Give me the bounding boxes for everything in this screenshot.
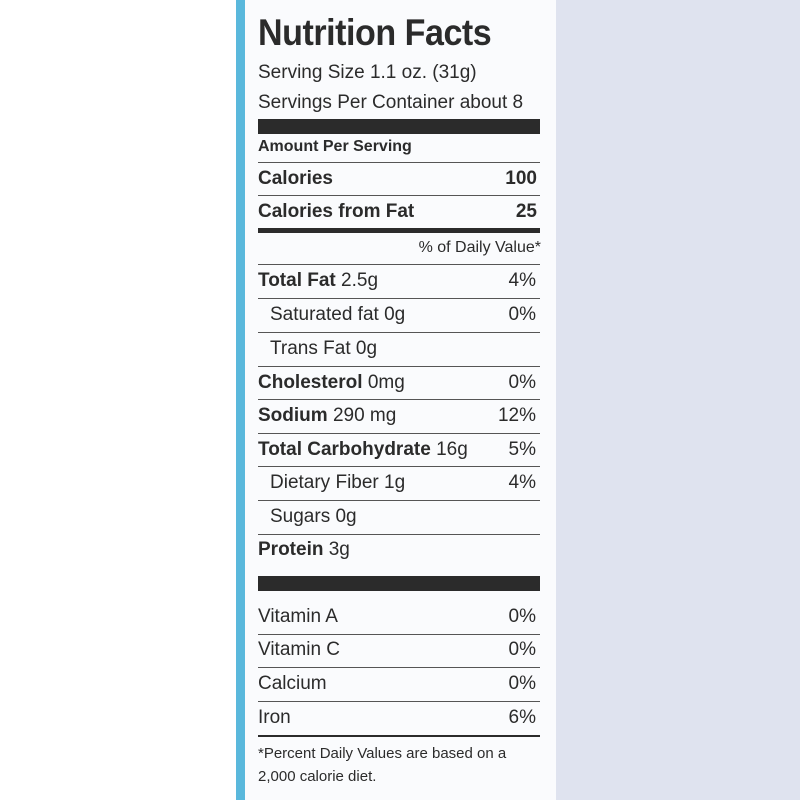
divider	[258, 332, 540, 333]
nutrient-name: Dietary Fiber	[270, 472, 379, 493]
nutrient-dv: 12%	[497, 405, 536, 426]
divider	[258, 433, 540, 434]
nutrient-amount: 3g	[328, 539, 350, 560]
vitamin-name: Vitamin C	[258, 639, 341, 660]
left-background	[0, 0, 236, 800]
nutrient-name: Sodium	[258, 405, 328, 426]
vitamin-row-calcium: Calcium 0%	[258, 669, 540, 699]
nutrient-dv: 0%	[508, 304, 536, 325]
nutrient-amount: 0g	[384, 304, 406, 325]
nutrient-amount: 0mg	[367, 372, 405, 393]
vitamin-dv: 0%	[508, 606, 536, 627]
vitamin-dv: 0%	[508, 639, 536, 660]
nutrient-row-total-fat: Total Fat 2.5g 4%	[258, 266, 540, 296]
nutrient-dv: 5%	[508, 439, 536, 460]
divider	[258, 366, 540, 367]
calories-fat-row: Calories from Fat 25	[258, 197, 540, 227]
nutrient-dv: 4%	[508, 472, 536, 493]
daily-value-header: % of Daily Value*	[418, 239, 541, 256]
thick-divider	[258, 119, 540, 134]
amount-per-serving: Amount Per Serving	[258, 138, 412, 155]
nutrient-name: Trans Fat	[270, 338, 351, 359]
nutrient-amount: 2.5g	[341, 270, 379, 291]
calories-value: 100	[505, 168, 537, 189]
vitamin-name: Calcium	[258, 673, 327, 694]
calories-fat-label: Calories from Fat	[258, 201, 415, 222]
calories-label: Calories	[258, 168, 333, 189]
label-title: Nutrition Facts	[258, 12, 492, 53]
serving-size: Serving Size 1.1 oz. (31g)	[258, 62, 477, 83]
nutrient-row-sugars: Sugars 0g	[258, 502, 540, 532]
vitamin-row-a: Vitamin A 0%	[258, 602, 540, 632]
nutrient-name: Sugars	[270, 506, 331, 527]
vitamin-row-iron: Iron 6%	[258, 703, 540, 733]
nutrient-amount: 0g	[335, 506, 357, 527]
divider	[258, 466, 540, 467]
divider	[258, 195, 540, 196]
nutrient-row-saturated-fat: Saturated fat 0g 0%	[258, 300, 540, 330]
nutrient-amount: 16g	[436, 439, 468, 460]
divider	[258, 667, 540, 668]
divider	[258, 162, 540, 163]
nutrient-amount: 290 mg	[332, 405, 397, 426]
thick-divider	[258, 576, 540, 591]
nutrient-dv: 0%	[508, 372, 536, 393]
divider	[258, 634, 540, 635]
footnote: *Percent Daily Values are based on a 2,0…	[258, 745, 507, 785]
nutrient-row-dietary-fiber: Dietary Fiber 1g 4%	[258, 468, 540, 498]
nutrient-row-trans-fat: Trans Fat 0g	[258, 334, 540, 364]
servings-per-container: Servings Per Container about 8	[258, 92, 524, 113]
nutrient-amount: 1g	[384, 472, 406, 493]
nutrient-row-cholesterol: Cholesterol 0mg 0%	[258, 368, 540, 398]
divider	[258, 735, 540, 737]
nutrient-row-total-carbohydrate: Total Carbohydrate 16g 5%	[258, 435, 540, 465]
divider	[258, 399, 540, 400]
divider	[258, 264, 540, 265]
nutrient-dv: 4%	[508, 270, 536, 291]
nutrient-name: Saturated fat	[270, 304, 379, 325]
divider	[258, 500, 540, 501]
vitamin-dv: 0%	[508, 673, 536, 694]
nutrient-name: Cholesterol	[258, 372, 363, 393]
calories-fat-value: 25	[515, 201, 537, 222]
nutrient-row-sodium: Sodium 290 mg 12%	[258, 401, 540, 431]
divider	[258, 701, 540, 702]
calories-row: Calories 100	[258, 164, 540, 194]
nutrient-name: Protein	[258, 539, 324, 560]
nutrient-name: Total Carbohydrate	[258, 439, 431, 460]
vitamin-row-c: Vitamin C 0%	[258, 635, 540, 665]
vitamin-dv: 6%	[508, 707, 536, 728]
vitamin-name: Vitamin A	[258, 606, 338, 627]
divider	[258, 534, 540, 535]
nutrient-amount: 0g	[355, 338, 378, 359]
vitamin-name: Iron	[258, 707, 291, 728]
divider	[258, 298, 540, 299]
nutrient-name: Total Fat	[258, 270, 336, 291]
right-background	[556, 0, 800, 800]
nutrient-row-protein: Protein 3g	[258, 535, 540, 565]
nutrition-facts-label: Nutrition Facts Serving Size 1.1 oz. (31…	[258, 0, 541, 800]
medium-divider	[258, 228, 540, 233]
blue-stripe	[236, 0, 245, 800]
